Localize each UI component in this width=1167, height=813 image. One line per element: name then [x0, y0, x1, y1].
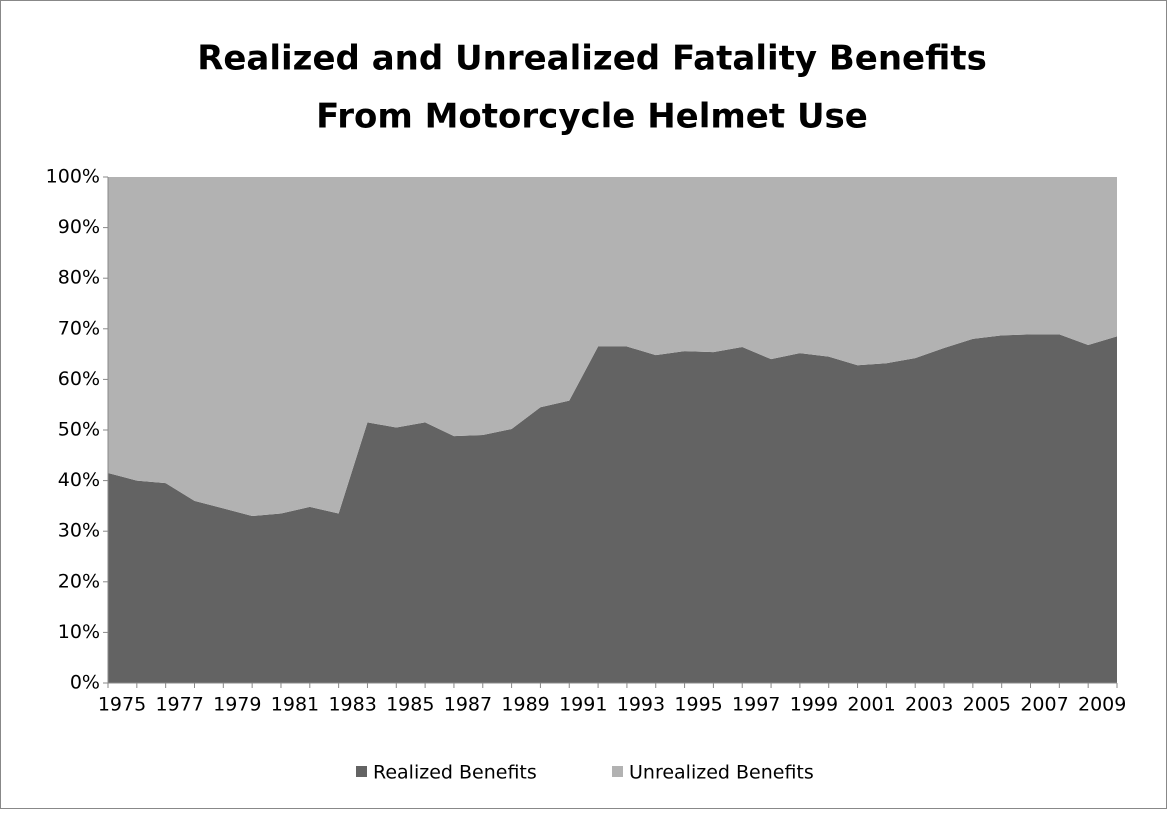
x-tick-label: 1989 — [501, 694, 549, 716]
area — [108, 177, 1117, 517]
x-tick-label: 1975 — [98, 694, 146, 716]
x-tick-label: 2001 — [847, 694, 895, 716]
y-tick-label: 10% — [58, 621, 100, 643]
x-tick-label: 1985 — [386, 694, 434, 716]
x-tick-label: 1997 — [732, 694, 780, 716]
chart-title: Realized and Unrealized Fatality Benefit… — [197, 39, 987, 79]
x-tick-label: 1979 — [213, 694, 261, 716]
area — [108, 334, 1117, 683]
y-tick-label: 50% — [58, 419, 100, 441]
x-tick-label: 1995 — [674, 694, 722, 716]
x-tick-label: 1993 — [617, 694, 665, 716]
y-tick-label: 90% — [58, 216, 100, 238]
x-tick-label: 1987 — [444, 694, 492, 716]
y-tick-label: 0% — [70, 672, 100, 694]
x-tick-label: 2009 — [1078, 694, 1126, 716]
x-tick-label: 1983 — [328, 694, 376, 716]
y-tick-label: 80% — [58, 267, 100, 289]
chart-title: From Motorcycle Helmet Use — [316, 97, 868, 137]
y-tick-label: 40% — [58, 469, 100, 491]
x-tick-label: 1981 — [271, 694, 319, 716]
y-tick-label: 30% — [58, 520, 100, 542]
legend-label: Realized Benefits — [373, 762, 537, 784]
x-tick-label: 1977 — [155, 694, 203, 716]
x-tick-label: 2005 — [963, 694, 1011, 716]
x-tick-label: 2007 — [1020, 694, 1068, 716]
y-tick-label: 20% — [58, 570, 100, 592]
x-tick-label: 2003 — [905, 694, 953, 716]
legend-swatch — [612, 766, 623, 777]
y-tick-label: 100% — [46, 166, 100, 188]
x-tick-label: 1999 — [790, 694, 838, 716]
legend-swatch — [356, 766, 367, 777]
legend-label: Unrealized Benefits — [629, 762, 814, 784]
y-tick-label: 60% — [58, 368, 100, 390]
x-tick-label: 1991 — [559, 694, 607, 716]
y-tick-label: 70% — [58, 317, 100, 339]
